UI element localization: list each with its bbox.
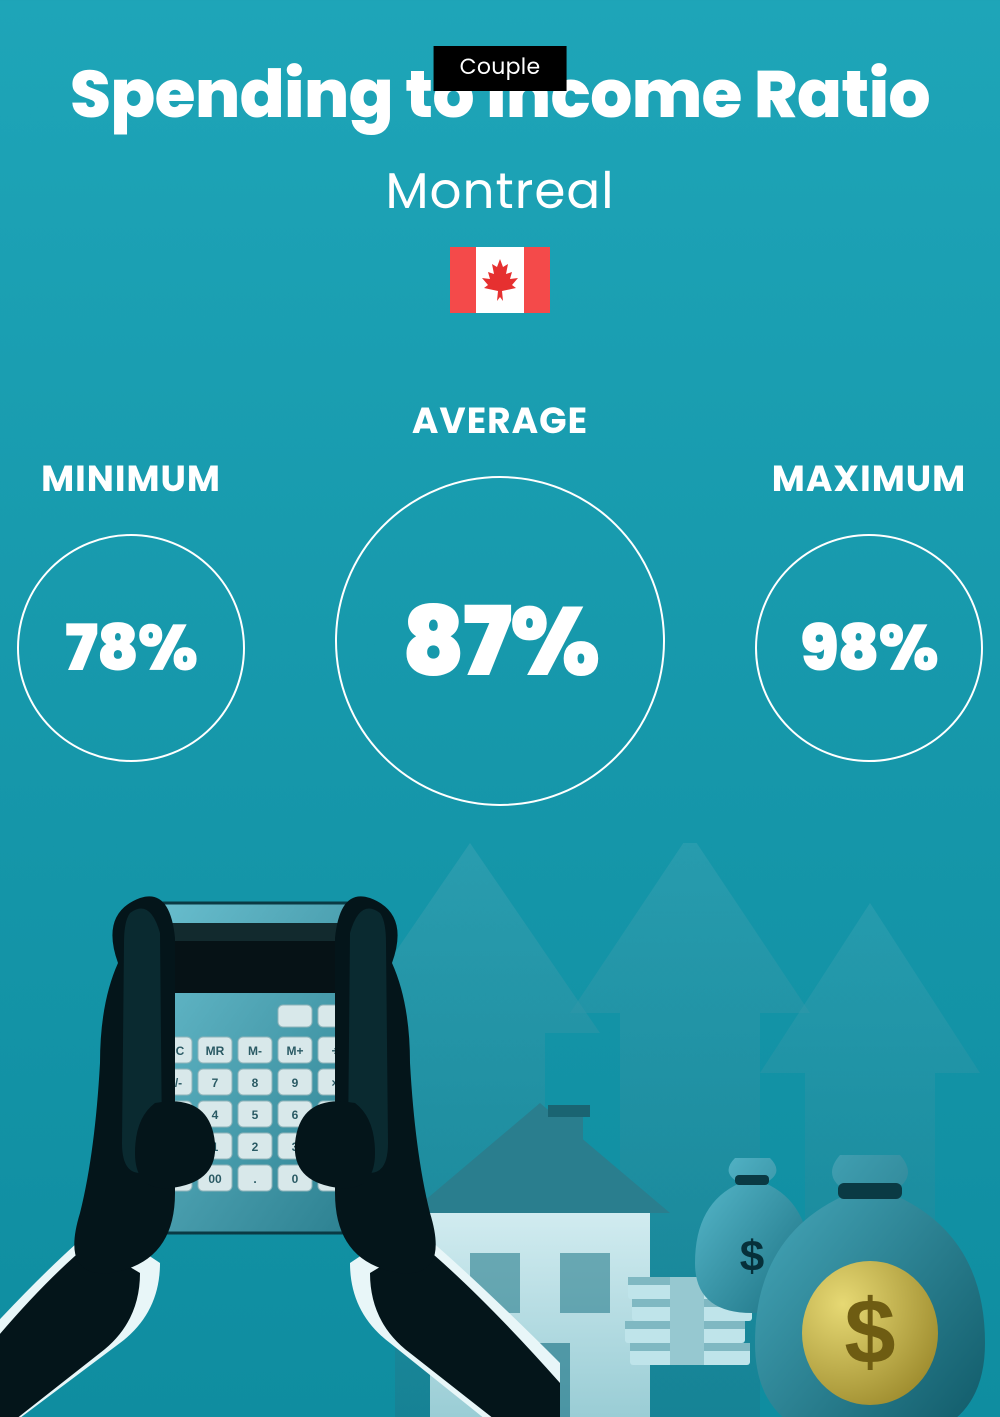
svg-text:9: 9 [292, 1076, 299, 1090]
svg-text:6: 6 [292, 1108, 299, 1122]
svg-text:MR: MR [206, 1044, 225, 1058]
min-label: MINIMUM [41, 451, 221, 506]
canada-flag-icon [450, 247, 550, 313]
min-circle: 78% [17, 534, 245, 762]
money-bag-icon: $ [755, 1155, 985, 1417]
svg-text:0: 0 [292, 1172, 299, 1186]
max-value: 98% [800, 601, 937, 696]
svg-text:.: . [253, 1172, 256, 1186]
avg-label: AVERAGE [412, 393, 588, 448]
svg-text:2: 2 [252, 1140, 259, 1154]
max-circle: 98% [755, 534, 983, 762]
city-name: Montreal [0, 153, 1000, 229]
svg-text:7: 7 [212, 1076, 219, 1090]
finance-illustration: $ $ % MU [0, 843, 1000, 1417]
svg-text:M-: M- [248, 1044, 262, 1058]
svg-text:5: 5 [252, 1108, 259, 1122]
stat-minimum: MINIMUM 78% [17, 451, 245, 762]
category-tag: Couple [434, 46, 567, 91]
avg-circle: 87% [335, 476, 665, 806]
stats-row: MINIMUM 78% AVERAGE 87% MAXIMUM 98% [0, 393, 1000, 806]
min-value: 78% [65, 601, 197, 696]
avg-value: 87% [402, 569, 598, 714]
svg-text:8: 8 [252, 1076, 259, 1090]
svg-text:M+: M+ [286, 1044, 303, 1058]
svg-text:$: $ [844, 1281, 895, 1383]
stat-average: AVERAGE 87% [335, 393, 665, 806]
svg-text:4: 4 [212, 1108, 219, 1122]
max-label: MAXIMUM [772, 451, 966, 506]
svg-text:$: $ [740, 1232, 764, 1281]
stat-maximum: MAXIMUM 98% [755, 451, 983, 762]
svg-text:00: 00 [208, 1172, 222, 1186]
